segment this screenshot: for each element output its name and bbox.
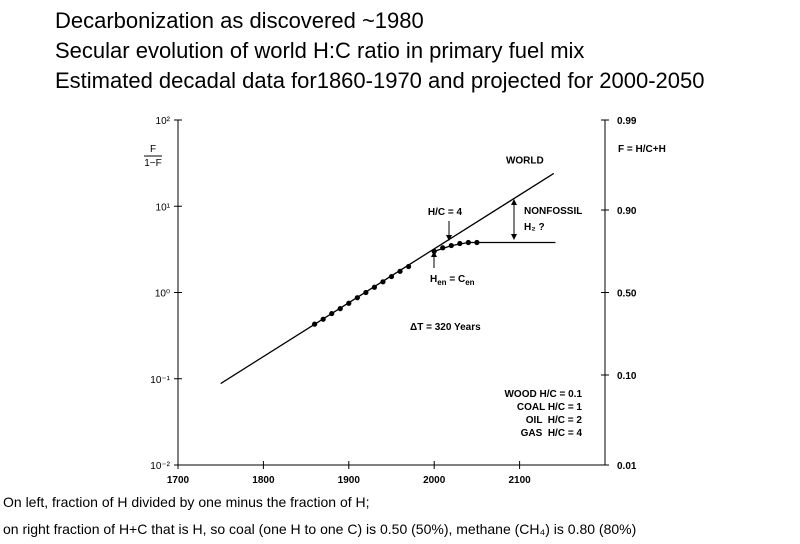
y2-tick-label: 0.10 [617,371,637,382]
x-tick-label: 1900 [338,475,361,486]
annotation: H/C = 4 [428,207,463,218]
x-tick-label: 2100 [508,475,531,486]
y2-tick-label: 0.01 [617,461,637,472]
y-label-numerator: F [150,144,156,155]
title-line: Decarbonization as discovered ~1980 [55,8,424,33]
y2-tick-label: 0.50 [617,289,637,300]
y-tick-label: 10⁰ [155,289,170,300]
legend-note: GAS H/C = 4 [521,428,583,439]
y-tick-label: 10⁻² [150,461,170,472]
x-tick-label: 1800 [252,475,275,486]
legend-note: WOOD H/C = 0.1 [504,389,582,400]
x-tick-label: 1700 [167,475,190,486]
x-tick-label: 2000 [423,475,446,486]
data-point [380,279,386,285]
title-line: Secular evolution of world H:C ratio in … [55,38,584,63]
annotation-part: = C [447,274,466,285]
legend-note: COAL H/C = 1 [517,402,583,413]
footnote: On left, fraction of H divided by one mi… [3,494,370,510]
line [220,172,555,385]
annotation: H₂ ? [524,222,545,233]
y-tick-label: 10² [156,116,171,127]
line [433,241,556,252]
y-label-denominator: 1−F [144,158,162,169]
annotation: NONFOSSIL [524,206,582,217]
data-point [312,321,318,327]
series-label: WORLD [506,155,544,166]
data-point [346,300,352,306]
data-point [363,289,369,296]
legend-note: OIL H/C = 2 [526,415,583,426]
annotation: Hen = Cen [430,274,475,287]
data-point [354,295,360,301]
annotation: ΔT = 320 Years [410,322,481,333]
footnote: on right fraction of H+C that is H, so c… [3,521,636,537]
annotation-part: en [465,278,474,287]
y-tick-label: 10⁻¹ [150,375,170,386]
data-point [371,284,378,290]
annotation-part: en [437,278,446,287]
y2-tick-label: 0.90 [617,206,637,217]
y-tick-label: 10¹ [156,202,171,213]
data-point [405,263,412,270]
title-line: Estimated decadal data for1860-1970 and … [55,68,704,93]
y2-label: F = H/C+H [618,144,666,155]
y2-tick-label: 0.99 [617,116,637,127]
data-point [388,273,395,280]
data-point [320,316,326,322]
annotation-part: H [430,274,437,285]
data-point [397,268,403,274]
data-point [329,310,335,317]
data-point [337,306,343,312]
